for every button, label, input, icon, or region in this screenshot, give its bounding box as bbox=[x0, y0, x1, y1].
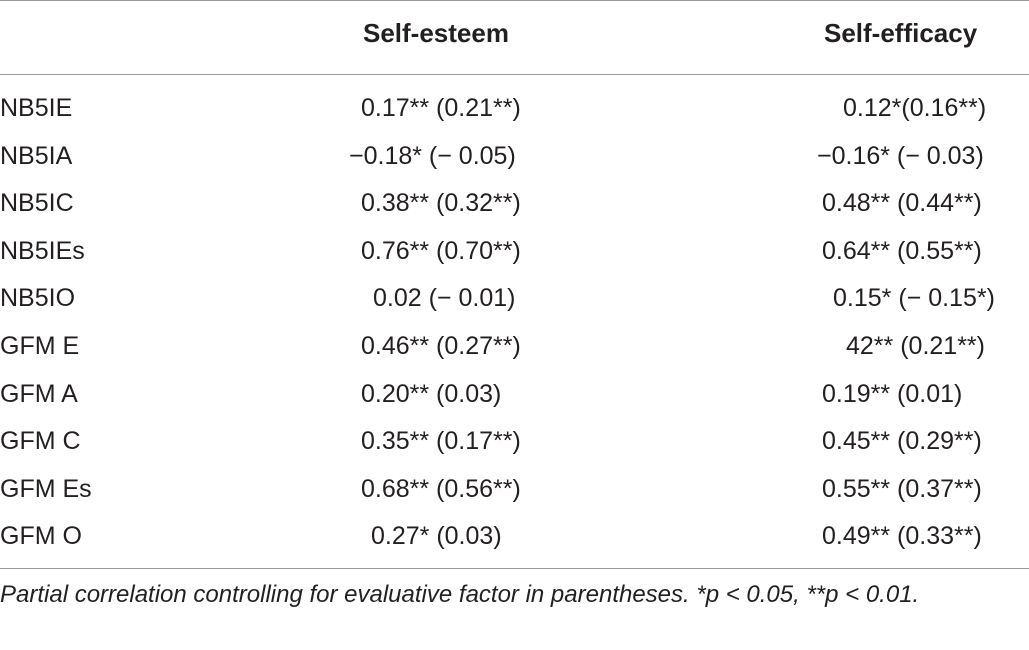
cell-self-efficacy: 0.19** (0.01) bbox=[822, 379, 963, 408]
cell-self-efficacy: 0.45** (0.29**) bbox=[822, 427, 982, 456]
table-row: NB5IO 0.02 (− 0.01) 0.15* (− 0.15*) bbox=[0, 278, 1029, 326]
table-row: GFM Es 0.68** (0.56**) 0.55** (0.37**) bbox=[0, 469, 1029, 517]
cell-self-esteem: 0.02 (− 0.01) bbox=[373, 284, 516, 313]
cell-self-efficacy: −0.16* (− 0.03) bbox=[817, 141, 984, 170]
cell-self-efficacy: 0.49** (0.33**) bbox=[822, 522, 982, 551]
row-label: GFM C bbox=[0, 427, 81, 456]
header-self-efficacy: Self-efficacy bbox=[824, 18, 978, 48]
row-label: NB5IA bbox=[0, 141, 73, 170]
table-row: GFM O 0.27* (0.03) 0.49** (0.33**) bbox=[0, 516, 1029, 564]
row-label: NB5IEs bbox=[0, 236, 85, 265]
table-row: NB5IC 0.38** (0.32**) 0.48** (0.44**) bbox=[0, 183, 1029, 231]
row-label: GFM E bbox=[0, 331, 80, 360]
cell-self-esteem: 0.46** (0.27**) bbox=[361, 331, 521, 360]
table-body: NB5IE 0.17** (0.21**) 0.12*(0.16**) NB5IA −0… bbox=[0, 88, 1029, 564]
cell-self-efficacy: 0.48** (0.44**) bbox=[822, 189, 982, 218]
cell-self-efficacy: 42** (0.21**) bbox=[846, 331, 985, 360]
table-row: NB5IE 0.17** (0.21**) 0.12*(0.16**) bbox=[0, 88, 1029, 136]
cell-self-efficacy: 0.55** (0.37**) bbox=[822, 474, 982, 503]
row-label: NB5IO bbox=[0, 284, 76, 313]
table-header-row: Self-esteem Self-efficacy bbox=[0, 18, 1029, 58]
table-row: GFM E 0.46** (0.27**) 42** (0.21**) bbox=[0, 326, 1029, 374]
cell-self-esteem: 0.35** (0.17**) bbox=[361, 427, 521, 456]
table-bottom-rule bbox=[0, 568, 1029, 569]
table-row: GFM A 0.20** (0.03) 0.19** (0.01) bbox=[0, 374, 1029, 422]
header-self-esteem: Self-esteem bbox=[363, 18, 509, 48]
cell-self-esteem: −0.18* (− 0.05) bbox=[349, 141, 516, 170]
cell-self-esteem: 0.38** (0.32**) bbox=[361, 189, 521, 218]
cell-self-efficacy: 0.15* (− 0.15*) bbox=[833, 284, 995, 313]
table-top-rule bbox=[0, 0, 1029, 1]
cell-self-esteem: 0.17** (0.21**) bbox=[361, 94, 521, 122]
cell-self-esteem: 0.76** (0.70**) bbox=[361, 236, 521, 265]
table-row: NB5IA −0.18* (− 0.05) −0.16* (− 0.03) bbox=[0, 136, 1029, 184]
table-row: GFM C 0.35** (0.17**) 0.45** (0.29**) bbox=[0, 421, 1029, 469]
table-row: NB5IEs 0.76** (0.70**) 0.64** (0.55**) bbox=[0, 231, 1029, 279]
cell-self-efficacy: 0.64** (0.55**) bbox=[822, 236, 982, 265]
cell-self-esteem: 0.20** (0.03) bbox=[361, 379, 502, 408]
row-label: GFM Es bbox=[0, 474, 92, 503]
cell-self-efficacy: 0.12*(0.16**) bbox=[843, 94, 987, 122]
row-label: NB5IC bbox=[0, 189, 74, 218]
row-label: NB5IE bbox=[0, 94, 73, 122]
row-label: GFM O bbox=[0, 522, 82, 551]
row-label: GFM A bbox=[0, 379, 78, 408]
cell-self-esteem: 0.27* (0.03) bbox=[371, 522, 502, 551]
table-footnote: Partial correlation controlling for eval… bbox=[0, 581, 920, 608]
cell-self-esteem: 0.68** (0.56**) bbox=[361, 474, 521, 503]
table-header-rule bbox=[0, 74, 1029, 75]
